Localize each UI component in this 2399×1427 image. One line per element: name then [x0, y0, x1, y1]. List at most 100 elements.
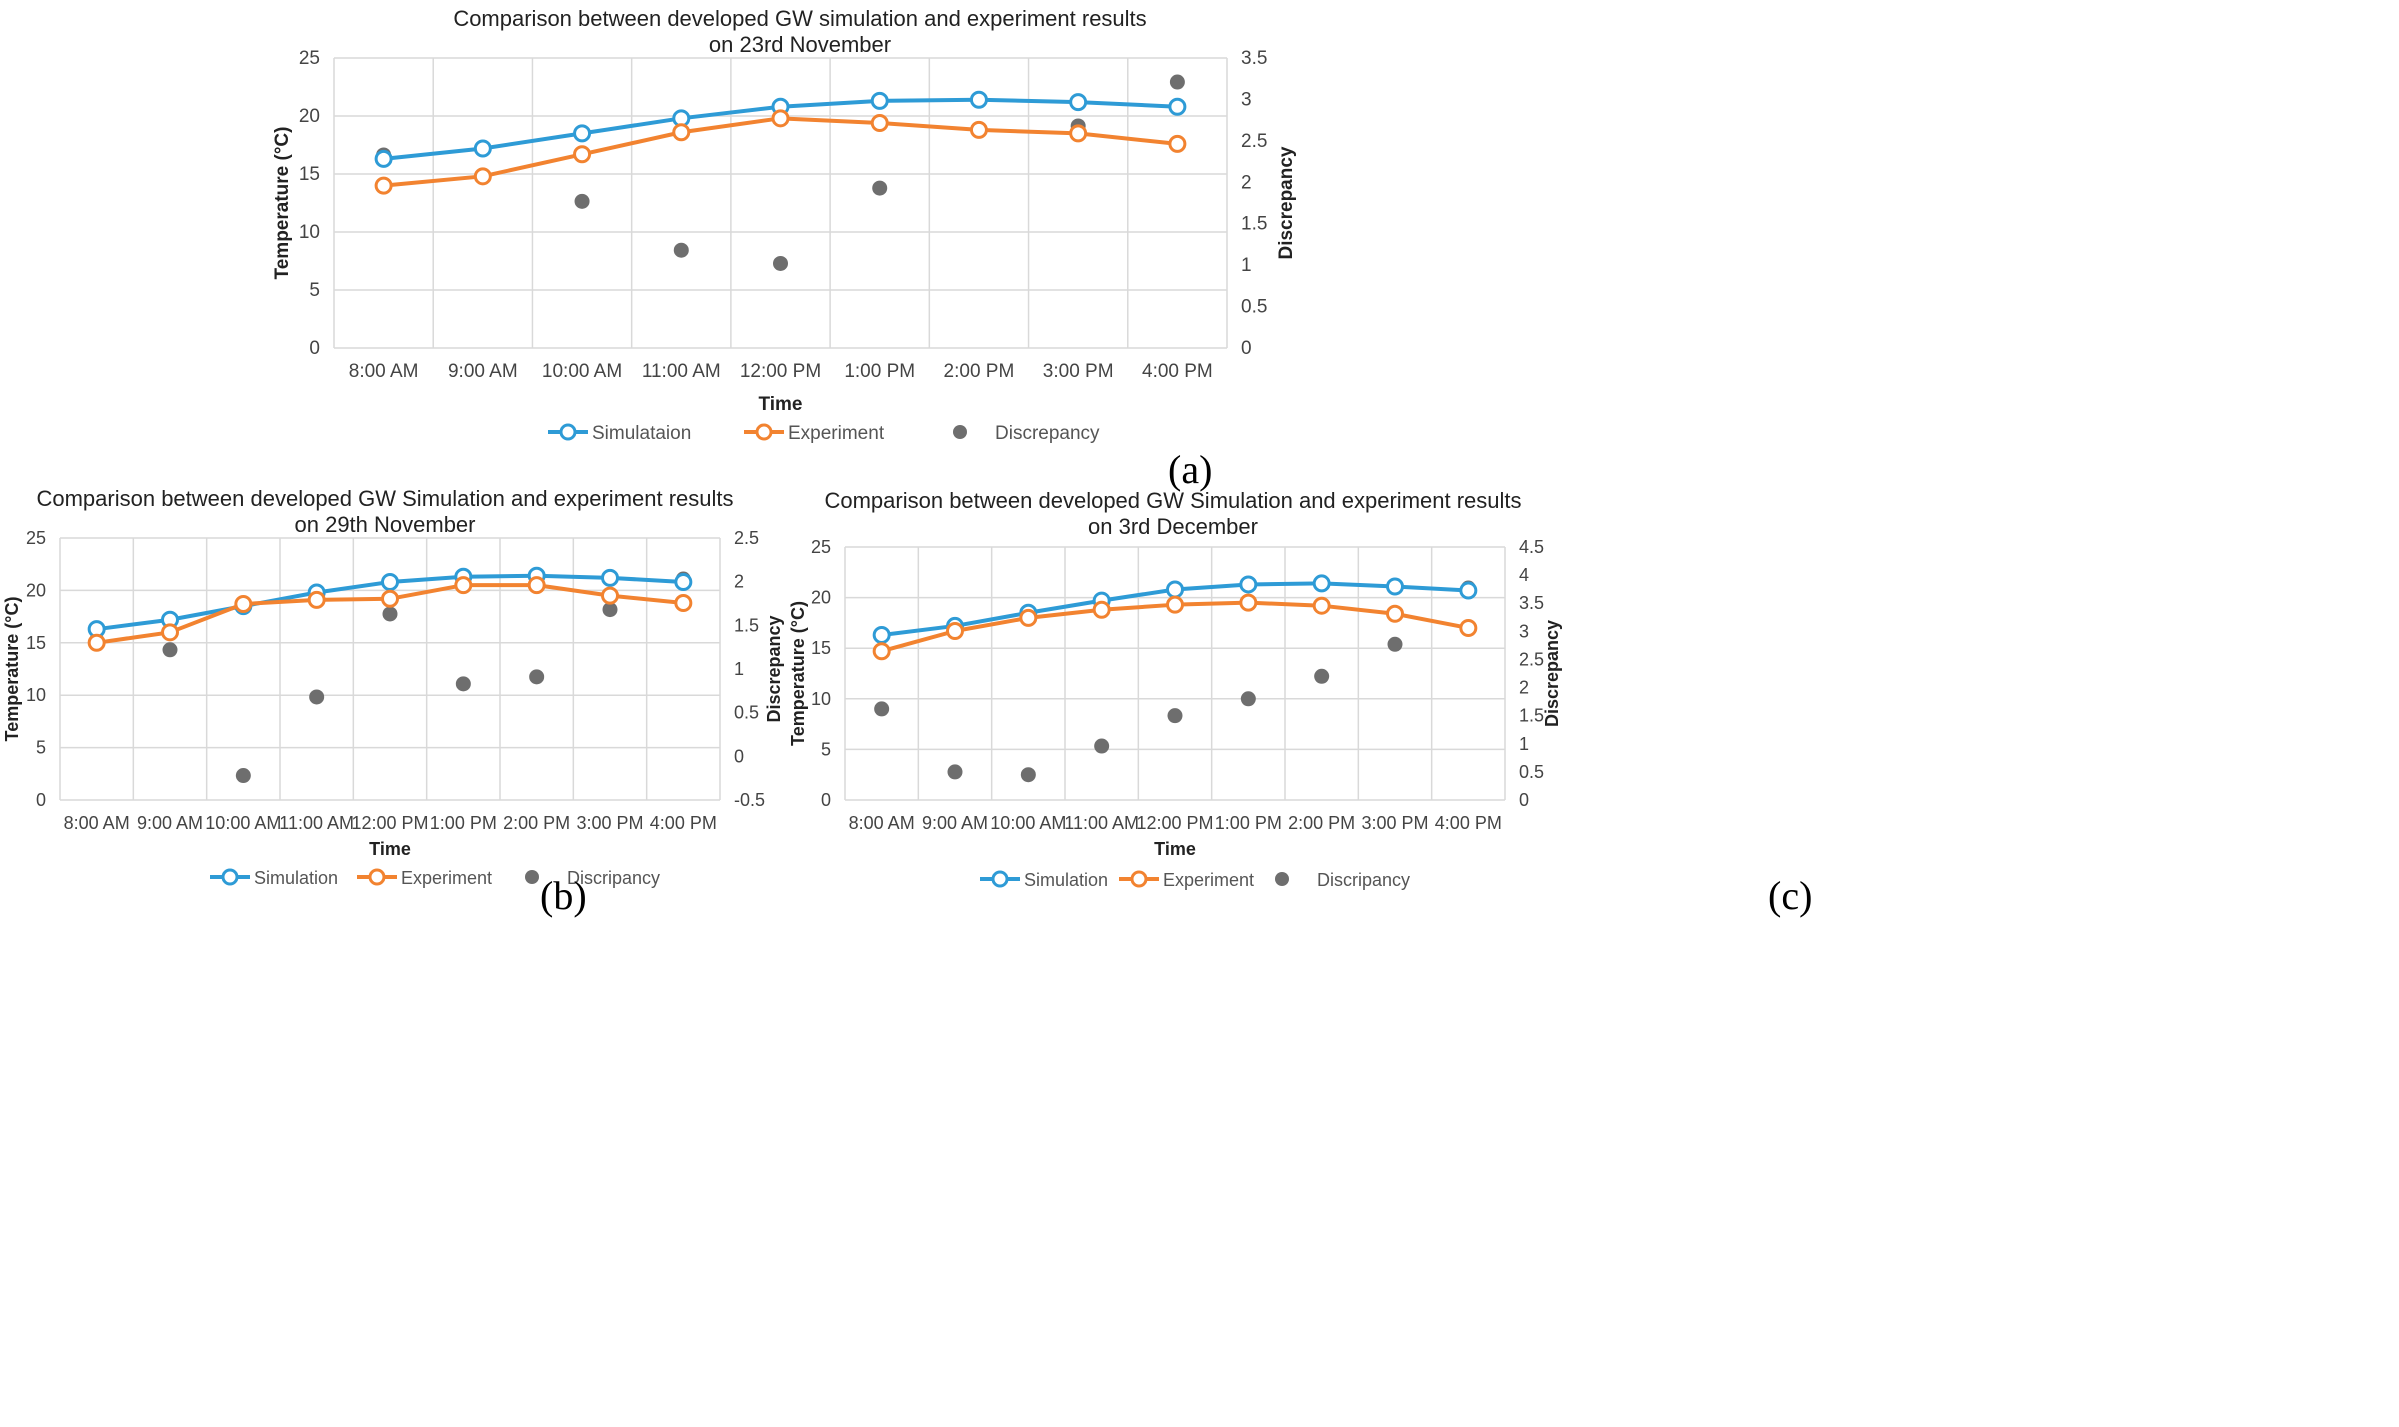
chart-c-series-marker-simulation [1166, 580, 1184, 599]
chart-a-y2-tick-label: 0.5 [1241, 297, 1267, 318]
chart-c-legend-label: Simulation [1024, 870, 1108, 890]
chart-a-y2-tick-label: 1.5 [1241, 214, 1267, 235]
chart-b-series-marker-experiment [87, 633, 106, 652]
chart-a-series-marker-simulataion [374, 149, 393, 168]
chart-c-series-marker-simulation [1239, 575, 1258, 594]
chart-a-x-tick-label: 9:00 AM [448, 361, 518, 382]
chart-b-y-axis-title: Temperature (°C) [2, 597, 22, 742]
chart-b-nov-29: Comparison between developed GW Simulati… [2, 486, 784, 888]
chart-b-discrepancy-point [382, 606, 398, 622]
chart-a-legend-label: Experiment [788, 423, 885, 444]
chart-b-discrepancy-point [602, 602, 618, 618]
chart-a-series-line-experiment [383, 116, 1178, 188]
chart-b-x-tick-label: 8:00 AM [64, 813, 130, 833]
chart-b-series-marker-experiment [381, 589, 399, 608]
chart-a-discrepancy-point [773, 255, 788, 271]
chart-a-legend-marker-experiment [755, 423, 773, 441]
chart-c-series-marker-experiment [872, 642, 891, 661]
chart-c-x-tick-label: 11:00 AM [1064, 813, 1139, 833]
chart-c-y2-tick-label: 4.5 [1519, 537, 1544, 557]
chart-c-legend-label: Discripancy [1317, 870, 1410, 890]
chart-a-x-tick-label: 11:00 AM [642, 361, 721, 382]
chart-c-y-tick-label: 10 [811, 689, 831, 709]
chart-b-legend-label: Experiment [401, 868, 492, 888]
chart-b-series-marker-simulation [674, 573, 693, 592]
chart-c-y2-tick-label: 1.5 [1519, 706, 1544, 726]
chart-a-y2-tick-label: 3.5 [1241, 48, 1267, 69]
chart-a-y-tick-label: 15 [299, 164, 320, 185]
chart-a-x-axis-title: Time [758, 394, 802, 415]
chart-c-title-line2: on 3rd December [1088, 514, 1258, 539]
chart-c-y2-tick-label: 0.5 [1519, 762, 1544, 782]
chart-a-discrepancy-point [574, 193, 590, 209]
chart-a-y2-tick-label: 2 [1241, 172, 1252, 193]
chart-a-series-marker-simulataion [870, 91, 889, 110]
chart-b-y-tick-label: 15 [26, 633, 46, 653]
chart-a-y-axis-title: Temperature (°C) [272, 127, 293, 280]
chart-c-y2-axis-title: Discrepancy [1542, 620, 1562, 727]
chart-a-series-marker-experiment [771, 109, 790, 128]
chart-b-title-line2: on 29th November [295, 512, 476, 537]
chart-a-series-marker-experiment [969, 120, 988, 139]
chart-c-legend-label: Experiment [1163, 870, 1254, 890]
chart-a-series-marker-experiment [473, 167, 492, 186]
chart-c-x-tick-label: 3:00 PM [1361, 813, 1428, 833]
chart-b-y2-tick-label: 2 [734, 572, 744, 592]
chart-c-series-marker-simulation [1312, 574, 1331, 593]
chart-b-legend-marker-experiment [368, 868, 386, 886]
chart-a-discrepancy-point [1169, 74, 1185, 90]
chart-b-y2-tick-label: 1 [734, 659, 744, 679]
chart-b-discrepancy-point [455, 676, 471, 692]
chart-c-series-marker-simulation [872, 626, 891, 645]
chart-b-x-tick-label: 3:00 PM [576, 813, 643, 833]
chart-c-x-tick-label: 1:00 PM [1215, 813, 1282, 833]
chart-c-series-marker-experiment [1386, 604, 1404, 623]
chart-b-legend-marker-simulation [221, 868, 239, 886]
chart-b-x-tick-label: 9:00 AM [137, 813, 203, 833]
chart-a-series-marker-experiment [672, 123, 691, 142]
chart-b-series-marker-experiment [454, 576, 473, 595]
chart-c-y-tick-label: 20 [811, 588, 831, 608]
chart-a-legend-label: Discrepancy [995, 423, 1100, 444]
chart-a-series-marker-simulataion [1168, 97, 1187, 116]
chart-b-series-marker-experiment [234, 595, 253, 614]
chart-b-x-tick-label: 2:00 PM [503, 813, 570, 833]
chart-a-series-marker-experiment [1168, 134, 1187, 153]
chart-b-discrepancy-point [162, 642, 178, 658]
chart-a-legend-marker-discrepancy [953, 425, 967, 439]
chart-b-y2-tick-label: 0 [734, 746, 744, 766]
chart-c-discrepancy-point [1094, 738, 1110, 754]
chart-b-discrepancy-point [235, 768, 251, 784]
chart-c-series-marker-experiment [1166, 595, 1184, 614]
chart-c-discrepancy-point [1314, 668, 1330, 684]
chart-c-y-tick-label: 25 [811, 537, 831, 557]
chart-c-series-marker-experiment [1459, 618, 1478, 637]
chart-b-discrepancy-point [529, 669, 545, 685]
chart-c-series-marker-experiment [946, 621, 964, 640]
chart-a-y2-tick-label: 2.5 [1241, 131, 1267, 152]
caption-a: (a) [1168, 447, 1213, 492]
chart-c-discrepancy-point [874, 701, 890, 717]
chart-b-series-marker-simulation [381, 573, 399, 592]
chart-b-x-tick-label: 4:00 PM [650, 813, 717, 833]
chart-c-y-tick-label: 0 [821, 790, 831, 810]
chart-c-discrepancy-point [947, 764, 963, 780]
chart-c-series-marker-experiment [1312, 596, 1331, 615]
chart-c-series-marker-experiment [1092, 600, 1111, 619]
chart-a-y-tick-label: 5 [309, 280, 320, 301]
chart-b-y2-tick-label: 1.5 [734, 615, 759, 635]
chart-a-y2-tick-label: 3 [1241, 89, 1252, 110]
chart-b-y-tick-label: 10 [26, 685, 46, 705]
chart-b-series-marker-simulation [601, 568, 619, 587]
chart-a-x-tick-label: 4:00 PM [1142, 361, 1213, 382]
chart-c-series-marker-simulation [1386, 577, 1404, 596]
chart-a-discrepancy-point [673, 242, 689, 258]
chart-b-y2-tick-label: 0.5 [734, 703, 759, 723]
chart-c-x-tick-label: 2:00 PM [1288, 813, 1355, 833]
chart-c-series-marker-simulation [1459, 581, 1478, 600]
chart-b-y2-tick-label: -0.5 [734, 790, 765, 810]
chart-a-legend-marker-simulataion [559, 423, 577, 441]
chart-a-x-tick-label: 2:00 PM [944, 361, 1015, 382]
chart-a-y2-tick-label: 1 [1241, 255, 1252, 276]
